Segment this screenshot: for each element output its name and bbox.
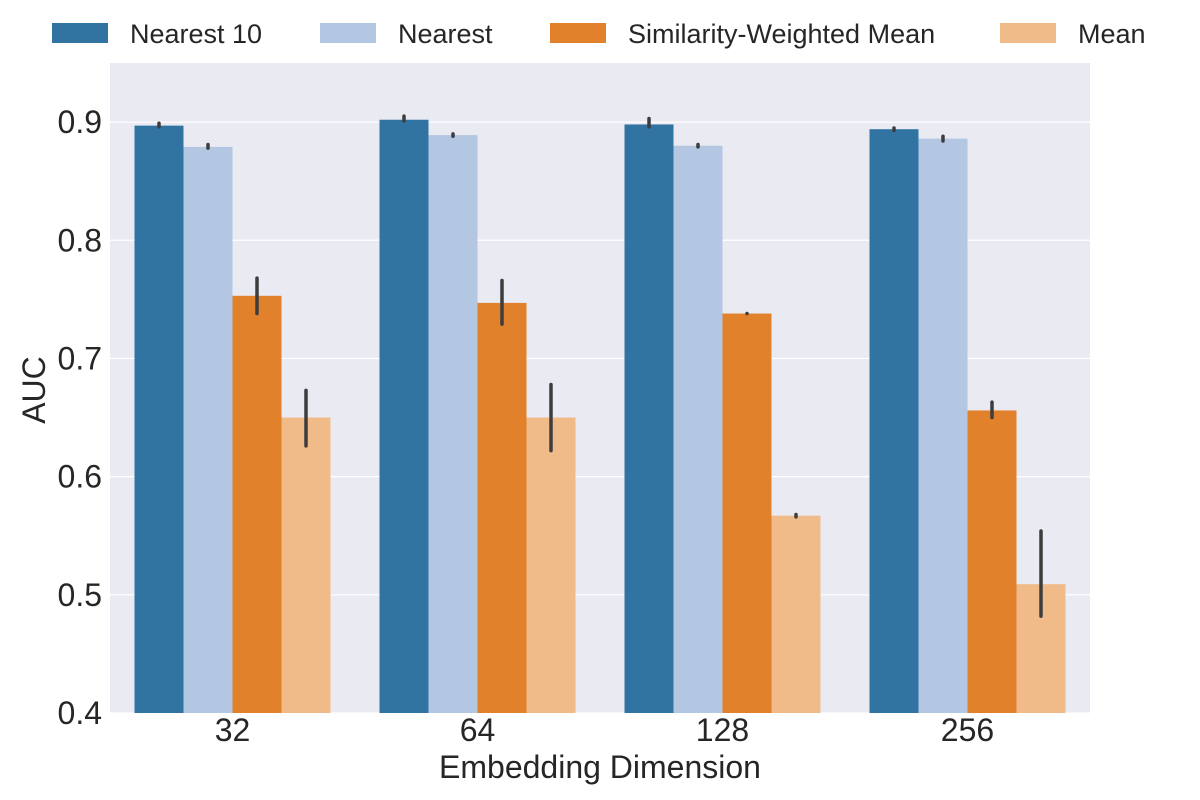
bar	[967, 410, 1017, 713]
legend-swatch	[550, 23, 606, 43]
bar	[281, 417, 331, 713]
legend-label: Nearest 10	[130, 19, 262, 49]
x-axis-label: Embedding Dimension	[439, 749, 761, 785]
y-tick-label: 0.4	[58, 695, 102, 731]
legend-label: Similarity-Weighted Mean	[628, 19, 935, 49]
x-tick-label: 32	[215, 712, 251, 748]
bar	[477, 302, 527, 713]
legend-swatch	[1000, 23, 1056, 43]
legend: Nearest 10 Nearest Similarity-Weighted Mea…	[52, 19, 1146, 49]
y-tick-label: 0.9	[58, 104, 102, 140]
x-axis-ticks: 32 64 128 256	[215, 712, 994, 748]
y-axis-label: AUC	[16, 356, 52, 424]
legend-label: Mean	[1078, 19, 1146, 49]
bar	[624, 124, 674, 714]
bar	[673, 145, 723, 713]
y-axis-ticks: 0.4 0.5 0.6 0.7 0.8 0.9	[58, 104, 102, 731]
bar	[869, 129, 919, 713]
bar	[771, 515, 821, 713]
y-tick-label: 0.6	[58, 459, 102, 495]
y-tick-label: 0.5	[58, 577, 102, 613]
bar	[722, 313, 772, 713]
x-tick-label: 64	[460, 712, 496, 748]
bar	[918, 138, 968, 714]
bar	[379, 119, 429, 713]
bars-group	[134, 119, 1066, 714]
bar	[183, 146, 233, 714]
bar	[428, 135, 478, 713]
error-bars-group	[157, 114, 1043, 618]
bar	[232, 295, 282, 713]
legend-swatch	[52, 23, 108, 43]
x-tick-label: 128	[696, 712, 749, 748]
legend-swatch	[320, 23, 376, 43]
bar	[526, 417, 576, 713]
y-tick-label: 0.8	[58, 222, 102, 258]
legend-label: Nearest	[398, 19, 493, 49]
x-tick-label: 256	[941, 712, 994, 748]
bar	[134, 125, 184, 714]
y-tick-label: 0.7	[58, 340, 102, 376]
